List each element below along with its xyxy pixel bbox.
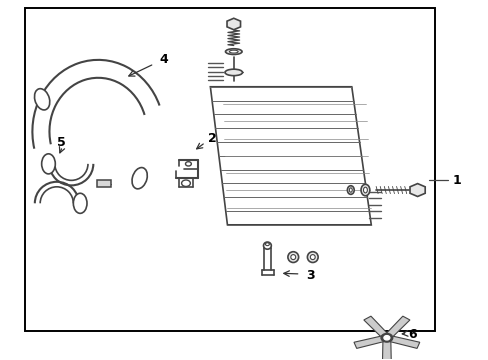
Ellipse shape bbox=[363, 187, 366, 193]
Ellipse shape bbox=[41, 154, 55, 174]
Text: 5: 5 bbox=[57, 136, 66, 149]
Circle shape bbox=[380, 333, 392, 342]
Text: 1: 1 bbox=[451, 174, 460, 186]
Bar bbox=[25, 8, 434, 330]
Text: 6: 6 bbox=[407, 328, 416, 341]
Text: 2: 2 bbox=[208, 132, 217, 145]
FancyBboxPatch shape bbox=[97, 180, 111, 187]
Ellipse shape bbox=[307, 252, 318, 262]
Ellipse shape bbox=[224, 69, 242, 76]
Ellipse shape bbox=[290, 255, 295, 260]
Ellipse shape bbox=[346, 186, 353, 194]
Polygon shape bbox=[226, 18, 240, 30]
Ellipse shape bbox=[360, 184, 369, 196]
Polygon shape bbox=[353, 335, 387, 348]
Polygon shape bbox=[210, 87, 370, 225]
Ellipse shape bbox=[310, 255, 315, 260]
Circle shape bbox=[383, 336, 389, 340]
Ellipse shape bbox=[287, 252, 298, 262]
Polygon shape bbox=[382, 338, 390, 360]
Ellipse shape bbox=[225, 49, 242, 54]
Polygon shape bbox=[363, 316, 389, 339]
Text: 4: 4 bbox=[160, 53, 168, 66]
Ellipse shape bbox=[263, 242, 271, 249]
Ellipse shape bbox=[35, 89, 50, 110]
Polygon shape bbox=[385, 335, 419, 348]
Ellipse shape bbox=[229, 50, 238, 53]
Polygon shape bbox=[409, 184, 425, 197]
Polygon shape bbox=[383, 316, 409, 339]
Ellipse shape bbox=[132, 167, 147, 189]
Ellipse shape bbox=[348, 188, 351, 192]
Text: 3: 3 bbox=[305, 269, 314, 282]
Ellipse shape bbox=[73, 193, 87, 213]
